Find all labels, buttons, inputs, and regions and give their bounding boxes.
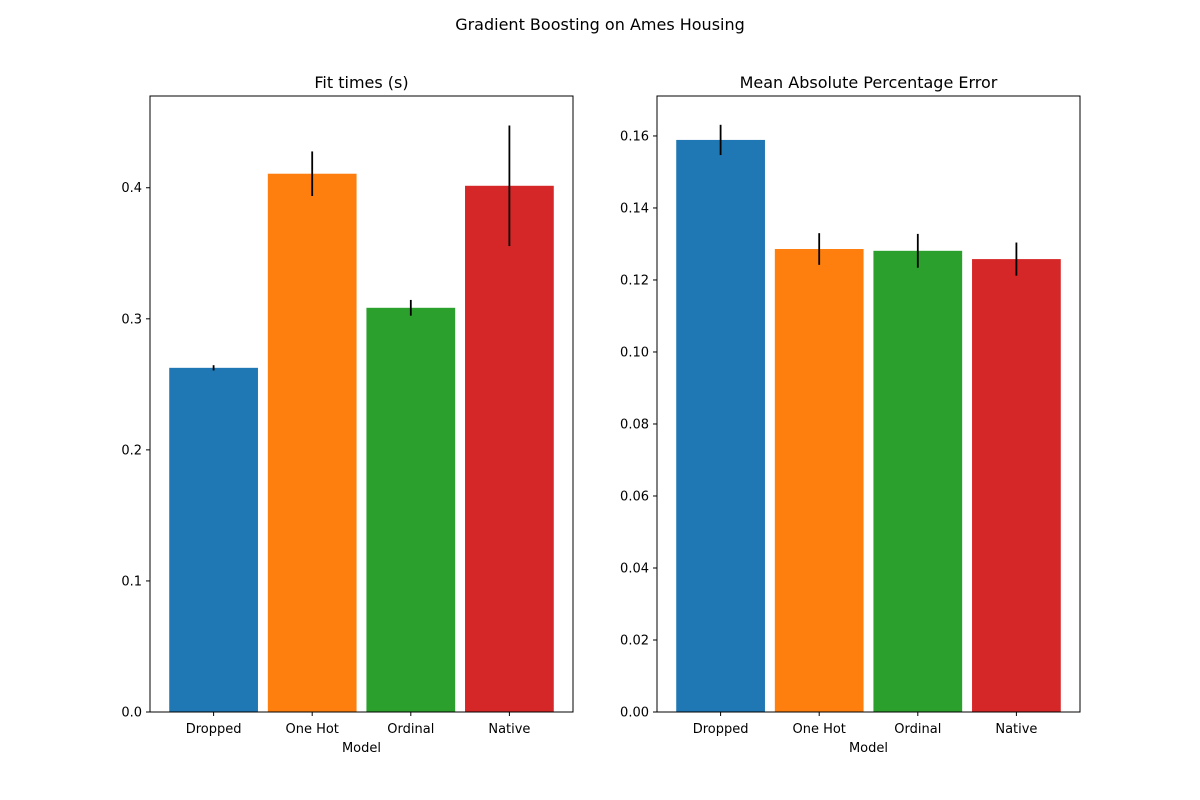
y-tick-label: 0.08 [620,417,649,432]
y-tick-label: 0.10 [620,345,649,360]
x-tick-label: Dropped [693,722,749,737]
y-tick-label: 0.00 [620,706,649,721]
y-tick-label: 0.16 [620,129,649,144]
axes-frame [149,95,574,713]
x-tick-label: Ordinal [387,722,434,737]
x-tick-label: Ordinal [894,722,941,737]
x-tick-label: Native [995,722,1037,737]
x-axis-label: Model [342,741,381,756]
y-tick-label: 0.06 [620,489,649,504]
x-tick-label: Native [488,722,530,737]
x-tick-label: Dropped [186,722,242,737]
bar-ordinal [366,307,456,712]
y-tick-label: 0.02 [620,633,649,648]
bar-dropped [676,139,765,712]
bar-one-hot [267,173,357,713]
y-tick-label: 0.04 [620,561,649,576]
x-tick-label: One Hot [792,722,845,737]
figure-title: Gradient Boosting on Ames Housing [455,15,745,34]
y-tick-label: 0.12 [620,273,649,288]
y-tick-label: 0.2 [121,443,142,458]
bar-one-hot [774,249,864,712]
bar-ordinal [873,250,963,712]
bar-native [972,259,1061,712]
y-tick-label: 0.3 [121,312,142,327]
x-tick-label: One Hot [285,722,338,737]
axes-title: Mean Absolute Percentage Error [740,73,998,92]
y-tick-label: 0.0 [121,706,142,721]
axes-title: Fit times (s) [314,73,408,92]
y-tick-label: 0.14 [620,201,649,216]
bar-native [465,185,554,713]
x-axis-label: Model [849,741,888,756]
bar-dropped [169,367,258,712]
axes-frame [656,95,1081,713]
y-tick-label: 0.4 [121,181,142,196]
y-tick-label: 0.1 [121,574,142,589]
